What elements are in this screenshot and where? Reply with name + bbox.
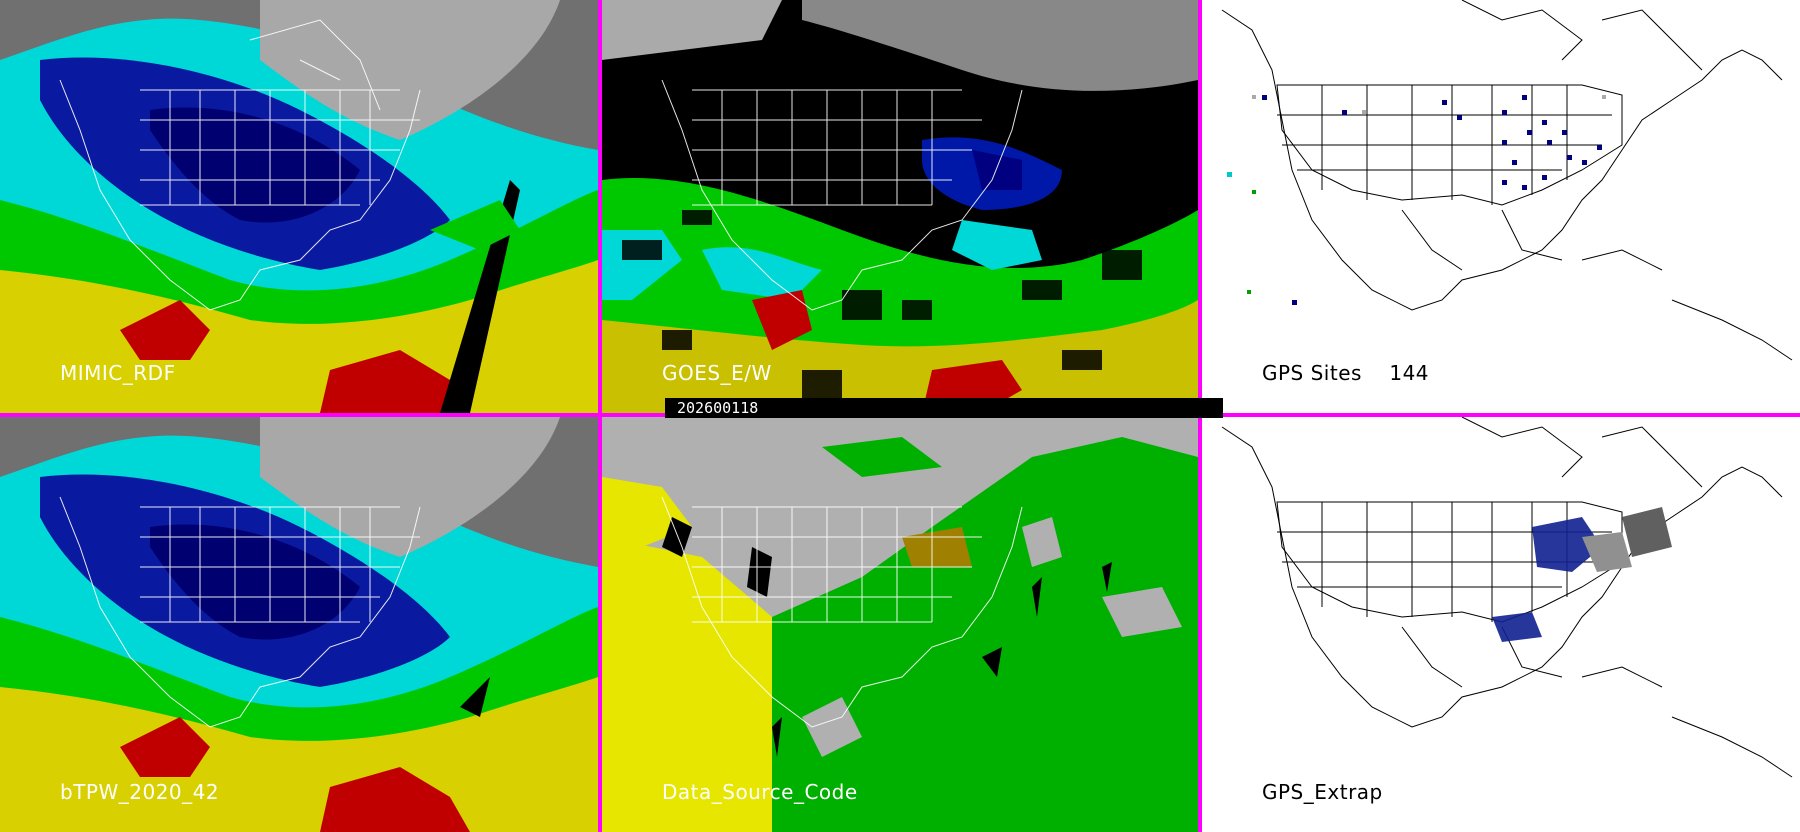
panel-label-goes-ew: GOES_E/W [662, 361, 772, 385]
panel-label-mimic-rdf: MIMIC_RDF [60, 361, 176, 385]
panel-label-gps-extrap: GPS_Extrap [1262, 780, 1383, 804]
panel-label-gps-sites: GPS Sites 144 [1262, 361, 1430, 385]
data-source-map [602, 417, 1198, 832]
panel-label-btpw: bTPW_2020_42 [60, 780, 220, 804]
gps-extrap-map [1202, 417, 1800, 832]
panel-goes-ew: GOES_E/W [602, 0, 1198, 413]
gps-sites-map [1202, 0, 1800, 413]
panel-gps-extrap: GPS_Extrap [1202, 417, 1800, 832]
moisture-map-mimic [0, 0, 598, 413]
panel-data-source-code: Data_Source_Code [602, 417, 1198, 832]
moisture-map-goes [602, 0, 1198, 413]
panel-btpw: bTPW_2020_42 [0, 417, 598, 832]
panel-mimic-rdf: MIMIC_RDF [0, 0, 598, 413]
timestamp-bar: 202600118 [665, 398, 1223, 418]
panel-gps-sites: GPS Sites 144 [1202, 0, 1800, 413]
panel-label-data-source-code: Data_Source_Code [662, 780, 858, 804]
moisture-map-btpw [0, 417, 598, 832]
